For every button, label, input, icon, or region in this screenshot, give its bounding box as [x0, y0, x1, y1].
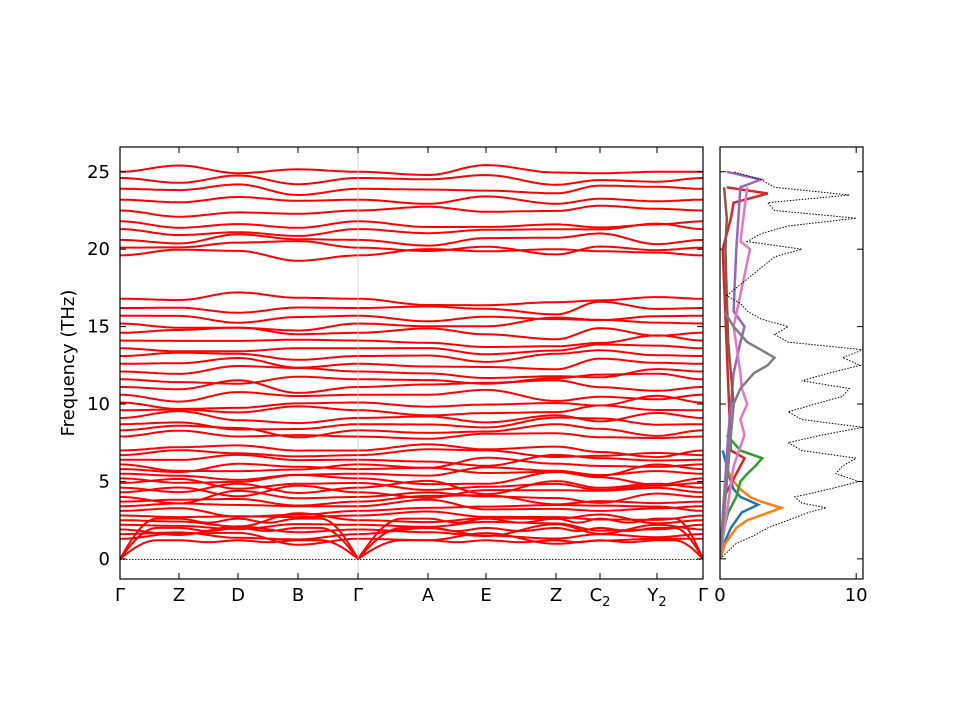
optical-band [120, 334, 703, 348]
optical-band [120, 365, 703, 379]
optical-band [120, 232, 703, 247]
optical-band [120, 443, 703, 459]
optical-band [120, 248, 703, 262]
optical-band [120, 466, 703, 481]
optical-band [120, 240, 703, 256]
x-tick-label: A [422, 585, 435, 606]
optical-band [120, 183, 703, 197]
optical-band [120, 494, 703, 507]
optical-band [120, 526, 703, 541]
dos-x-tick-label: 0 [714, 585, 725, 606]
optical-band [120, 498, 703, 512]
optical-band [120, 404, 703, 417]
y-tick-label: 0 [99, 549, 110, 570]
y-axis-label: Frequency (THz) [58, 290, 79, 437]
optical-band [120, 343, 703, 356]
optical-band [120, 222, 703, 237]
optical-band [120, 349, 703, 363]
x-tick-label: Γ [115, 585, 125, 606]
x-tick-label: Z [173, 585, 185, 606]
optical-band [120, 174, 703, 186]
optical-band [120, 512, 703, 528]
optical-band [120, 520, 703, 532]
projected-dos-curve [720, 310, 777, 560]
x-tick-label: Γ [353, 585, 363, 606]
optical-band [120, 300, 703, 316]
optical-band [120, 291, 703, 307]
dos-x-tick-label: 10 [845, 585, 868, 606]
optical-band [120, 448, 703, 458]
optical-band [120, 484, 703, 499]
optical-band [120, 394, 703, 411]
band-x-axis: Γ Z D B Γ A E Z C2 Y2 Γ [115, 147, 708, 610]
y-tick-label: 5 [99, 471, 110, 492]
optical-band [120, 316, 703, 332]
optical-band [120, 220, 703, 229]
x-tick-label: Γ [698, 585, 708, 606]
acoustic-band [120, 517, 703, 561]
optical-band [120, 453, 703, 467]
optical-band [120, 195, 703, 205]
x-tick-label: B [292, 585, 304, 606]
optical-band [120, 164, 703, 177]
optical-band [120, 510, 703, 521]
band-y-axis: 0 5 10 15 20 25 [87, 162, 863, 570]
optical-band [120, 504, 703, 518]
dos-panel: 0 10 [714, 146, 868, 606]
y-tick-label: 10 [87, 394, 110, 415]
optical-band [120, 410, 703, 425]
y-tick-label: 20 [87, 239, 110, 260]
optical-band [120, 314, 703, 324]
band-lines [120, 147, 703, 579]
x-tick-label: C2 [590, 585, 611, 610]
optical-band [120, 204, 703, 218]
dos-axes-frame [719, 146, 864, 580]
dos-lines [720, 170, 863, 560]
x-tick-label: D [231, 585, 245, 606]
x-tick-label: Z [550, 585, 562, 606]
projected-dos-curve [720, 170, 766, 559]
y-tick-label: 15 [87, 317, 110, 338]
optical-band [120, 429, 703, 440]
x-tick-label: E [480, 585, 491, 606]
optical-band [120, 477, 703, 491]
optical-band [120, 388, 703, 403]
x-tick-label: Y2 [646, 585, 666, 610]
band-axes-frame [119, 146, 704, 580]
dos-axes: 0 10 [714, 147, 868, 606]
optical-band [120, 356, 703, 371]
band-structure-panel: 0 5 10 15 20 25 Γ Z D B Γ A E Z C2 Y2 Γ Frequency (THz) [58, 146, 863, 610]
total-dos-curve [720, 171, 863, 560]
optical-band [120, 471, 703, 486]
optical-band [120, 531, 703, 546]
optical-band [120, 456, 703, 473]
y-tick-label: 25 [87, 162, 110, 183]
